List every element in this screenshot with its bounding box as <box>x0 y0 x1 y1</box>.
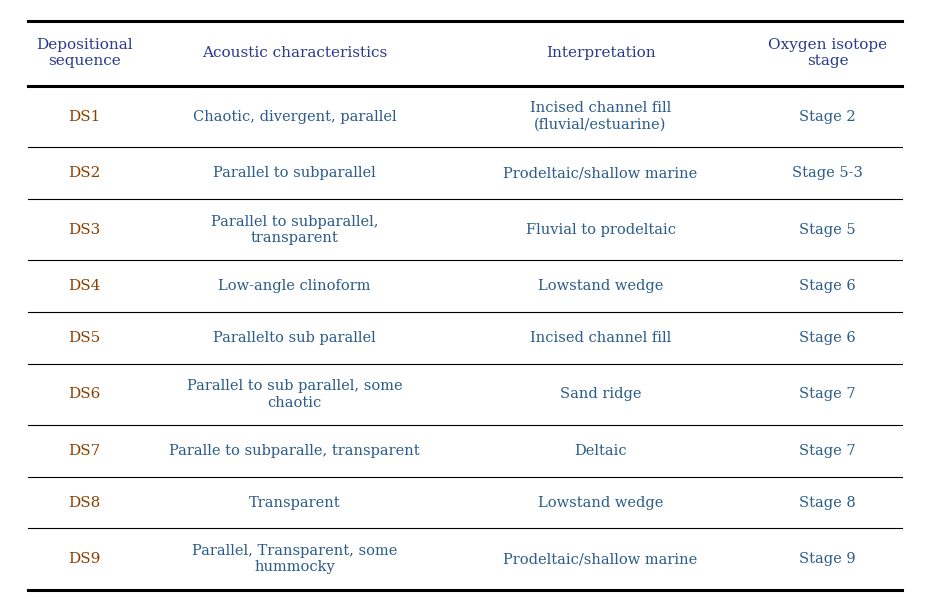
Text: Oxygen isotope
stage: Oxygen isotope stage <box>768 38 887 68</box>
Text: Stage 7: Stage 7 <box>800 444 857 458</box>
Text: DS2: DS2 <box>69 166 101 180</box>
Text: Transparent: Transparent <box>248 495 340 510</box>
Text: DS5: DS5 <box>69 331 100 345</box>
Text: Lowstand wedge: Lowstand wedge <box>538 279 663 294</box>
Text: Paralle to subparalle, transparent: Paralle to subparalle, transparent <box>169 444 419 458</box>
Text: Stage 5-3: Stage 5-3 <box>792 166 863 180</box>
Text: Lowstand wedge: Lowstand wedge <box>538 495 663 510</box>
Text: Stage 9: Stage 9 <box>800 552 857 566</box>
Text: Low-angle clinoform: Low-angle clinoform <box>219 279 371 294</box>
Text: Incised channel fill: Incised channel fill <box>530 331 671 345</box>
Text: Incised channel fill
(fluvial/estuarine): Incised channel fill (fluvial/estuarine) <box>530 101 671 132</box>
Text: Depositional
sequence: Depositional sequence <box>36 38 133 68</box>
Text: Parallel to sub parallel, some
chaotic: Parallel to sub parallel, some chaotic <box>187 379 403 410</box>
Text: Sand ridge: Sand ridge <box>560 388 642 401</box>
Text: DS3: DS3 <box>69 223 100 237</box>
Text: Parallel, Transparent, some
hummocky: Parallel, Transparent, some hummocky <box>192 544 397 574</box>
Text: DS6: DS6 <box>69 388 101 401</box>
Text: Parallel to subparallel,
transparent: Parallel to subparallel, transparent <box>211 214 379 245</box>
Text: Prodeltaic/shallow marine: Prodeltaic/shallow marine <box>503 552 698 566</box>
Text: DS9: DS9 <box>69 552 101 566</box>
Text: DS1: DS1 <box>69 110 101 123</box>
Text: Prodeltaic/shallow marine: Prodeltaic/shallow marine <box>503 166 698 180</box>
Text: DS8: DS8 <box>69 495 100 510</box>
Text: Parallelto sub parallel: Parallelto sub parallel <box>213 331 376 345</box>
Text: Stage 8: Stage 8 <box>800 495 857 510</box>
Text: Stage 7: Stage 7 <box>800 388 857 401</box>
Text: Deltaic: Deltaic <box>574 444 627 458</box>
Text: DS7: DS7 <box>69 444 100 458</box>
Text: Acoustic characteristics: Acoustic characteristics <box>202 46 387 60</box>
Text: Stage 6: Stage 6 <box>800 331 857 345</box>
Text: Chaotic, divergent, parallel: Chaotic, divergent, parallel <box>193 110 396 123</box>
Text: Stage 5: Stage 5 <box>800 223 857 237</box>
Text: Stage 2: Stage 2 <box>800 110 857 123</box>
Text: Fluvial to prodeltaic: Fluvial to prodeltaic <box>525 223 675 237</box>
Text: Interpretation: Interpretation <box>546 46 656 60</box>
Text: DS4: DS4 <box>69 279 101 294</box>
Text: Stage 6: Stage 6 <box>800 279 857 294</box>
Text: Parallel to subparallel: Parallel to subparallel <box>213 166 376 180</box>
